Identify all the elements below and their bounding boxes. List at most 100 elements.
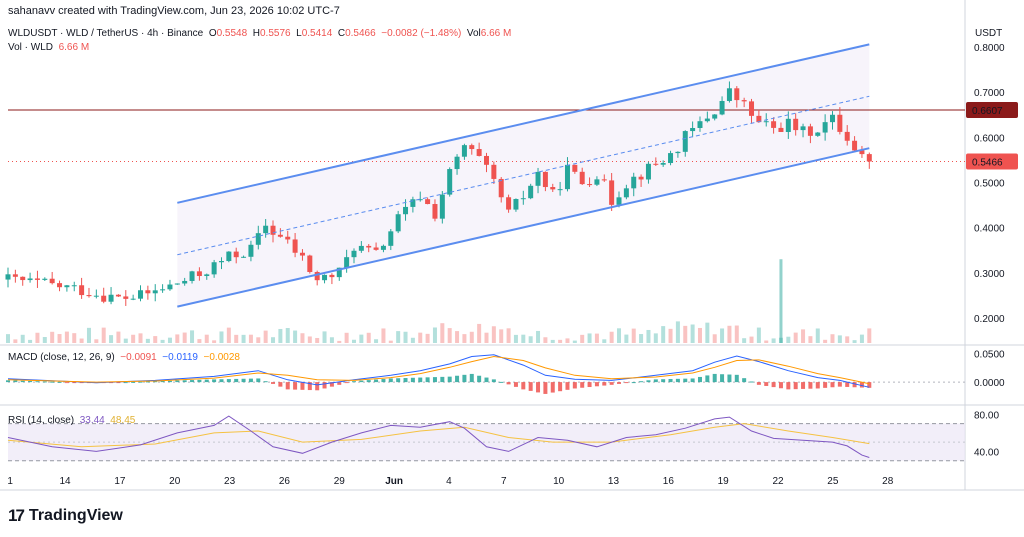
price-tick-label: 0.3000	[974, 269, 1005, 280]
macd-histogram-bar	[145, 381, 150, 383]
volume-bar	[116, 331, 121, 343]
candle-body	[609, 180, 615, 205]
volume-bar	[536, 330, 541, 343]
volume-bar	[204, 334, 209, 343]
macd-label[interactable]: MACD (close, 12, 26, 9)	[8, 352, 115, 363]
macd-histogram-bar	[300, 382, 305, 390]
candle-body	[542, 171, 548, 188]
volume-bar	[631, 328, 636, 343]
tradingview-brand: 17 TradingView	[8, 506, 123, 526]
volume-bar	[697, 327, 702, 343]
macd-histogram-bar	[13, 380, 18, 383]
candle-body	[447, 169, 453, 195]
volume-bar	[278, 328, 283, 343]
macd-histogram-bar	[749, 381, 754, 383]
macd-histogram-bar	[271, 382, 276, 384]
candle-body	[410, 199, 416, 207]
volume-bar	[359, 334, 364, 343]
volume-bar	[742, 338, 747, 343]
macd-histogram-bar	[204, 379, 209, 383]
volume-bar	[580, 334, 585, 343]
candle-body	[233, 251, 239, 258]
volume-bar	[322, 331, 327, 343]
price-tick-label: 0.6000	[974, 133, 1005, 144]
volume-bar	[153, 336, 158, 343]
candle-body	[550, 187, 556, 190]
volume-bar	[197, 339, 202, 343]
macd-histogram-bar	[587, 382, 592, 388]
macd-histogram-bar	[462, 374, 467, 383]
macd-histogram-bar	[859, 382, 864, 388]
macd-histogram-bar	[138, 381, 143, 383]
candle-body	[852, 140, 858, 151]
candle-body	[115, 294, 121, 297]
candle-body	[395, 214, 401, 232]
candle-body	[123, 296, 129, 299]
volume-bar	[720, 328, 725, 343]
macd-histogram-bar	[241, 378, 246, 383]
volume-bar	[123, 338, 128, 343]
macd-histogram-bar	[322, 382, 327, 389]
macd-histogram-bar	[42, 381, 47, 383]
volume-bar	[793, 332, 798, 343]
macd-histogram-bar	[631, 382, 636, 384]
volume-spike-bar	[779, 259, 783, 343]
macd-histogram-bar	[440, 376, 445, 383]
volume-bar	[160, 339, 165, 343]
volume-bar	[131, 334, 136, 343]
candle-body	[587, 184, 593, 186]
candle-body	[844, 131, 850, 141]
symbol-name[interactable]: WLDUSDT · WLD / TetherUS · 4h · Binance	[8, 28, 204, 39]
macd-line	[7, 354, 870, 388]
volume-bar	[661, 326, 666, 343]
macd-histogram-bar	[64, 382, 69, 384]
candle-body	[572, 164, 578, 172]
candle-body	[314, 271, 320, 281]
rsi-ma-value: 48.45	[110, 415, 136, 426]
candle-body	[79, 285, 85, 296]
candle-body	[329, 274, 335, 278]
macd-tick-label: 0.0500	[974, 350, 1005, 361]
candle-body	[196, 271, 202, 277]
volume-bar	[756, 327, 761, 343]
macd-histogram-bar	[565, 382, 570, 390]
volume-bar	[815, 328, 820, 343]
candle-body	[660, 163, 666, 165]
macd-histogram-bar	[293, 382, 298, 390]
macd-histogram-value: −0.0091	[120, 352, 157, 363]
macd-histogram-bar	[653, 379, 658, 383]
candle-body	[49, 278, 55, 284]
macd-histogram-bar	[175, 380, 180, 383]
volume-bar	[558, 339, 563, 343]
macd-histogram-bar	[683, 378, 688, 383]
volume-bar	[609, 331, 614, 343]
volume-bar	[521, 334, 526, 343]
macd-histogram-bar	[160, 380, 165, 383]
time-tick-label: 1	[7, 476, 13, 487]
volume-bar	[447, 328, 452, 343]
candle-body	[594, 179, 600, 185]
volume-bar	[565, 338, 570, 343]
macd-histogram-bar	[764, 382, 769, 386]
channel-mid-line	[177, 95, 870, 256]
volume-bar	[594, 333, 599, 343]
macd-histogram-bar	[690, 378, 695, 383]
volume-bar	[837, 335, 842, 343]
macd-histogram-bar	[455, 375, 460, 383]
candle-body	[167, 284, 173, 290]
price-tick-label: 0.2000	[974, 314, 1005, 325]
volume-bar	[6, 334, 10, 343]
volume-bar	[57, 334, 62, 343]
macd-histogram-bar	[447, 376, 452, 383]
rsi-band-fill	[8, 423, 965, 461]
candle-body	[829, 114, 835, 123]
macd-histogram-bar	[72, 382, 77, 384]
rsi-label[interactable]: RSI (14, close)	[8, 415, 75, 426]
macd-histogram-bar	[374, 379, 379, 383]
volume-bar	[241, 334, 246, 343]
macd-histogram-bar	[182, 380, 187, 383]
price-axis-label-bg	[966, 101, 1018, 118]
macd-histogram-bar	[366, 380, 371, 383]
macd-signal-value: −0.0028	[203, 352, 240, 363]
